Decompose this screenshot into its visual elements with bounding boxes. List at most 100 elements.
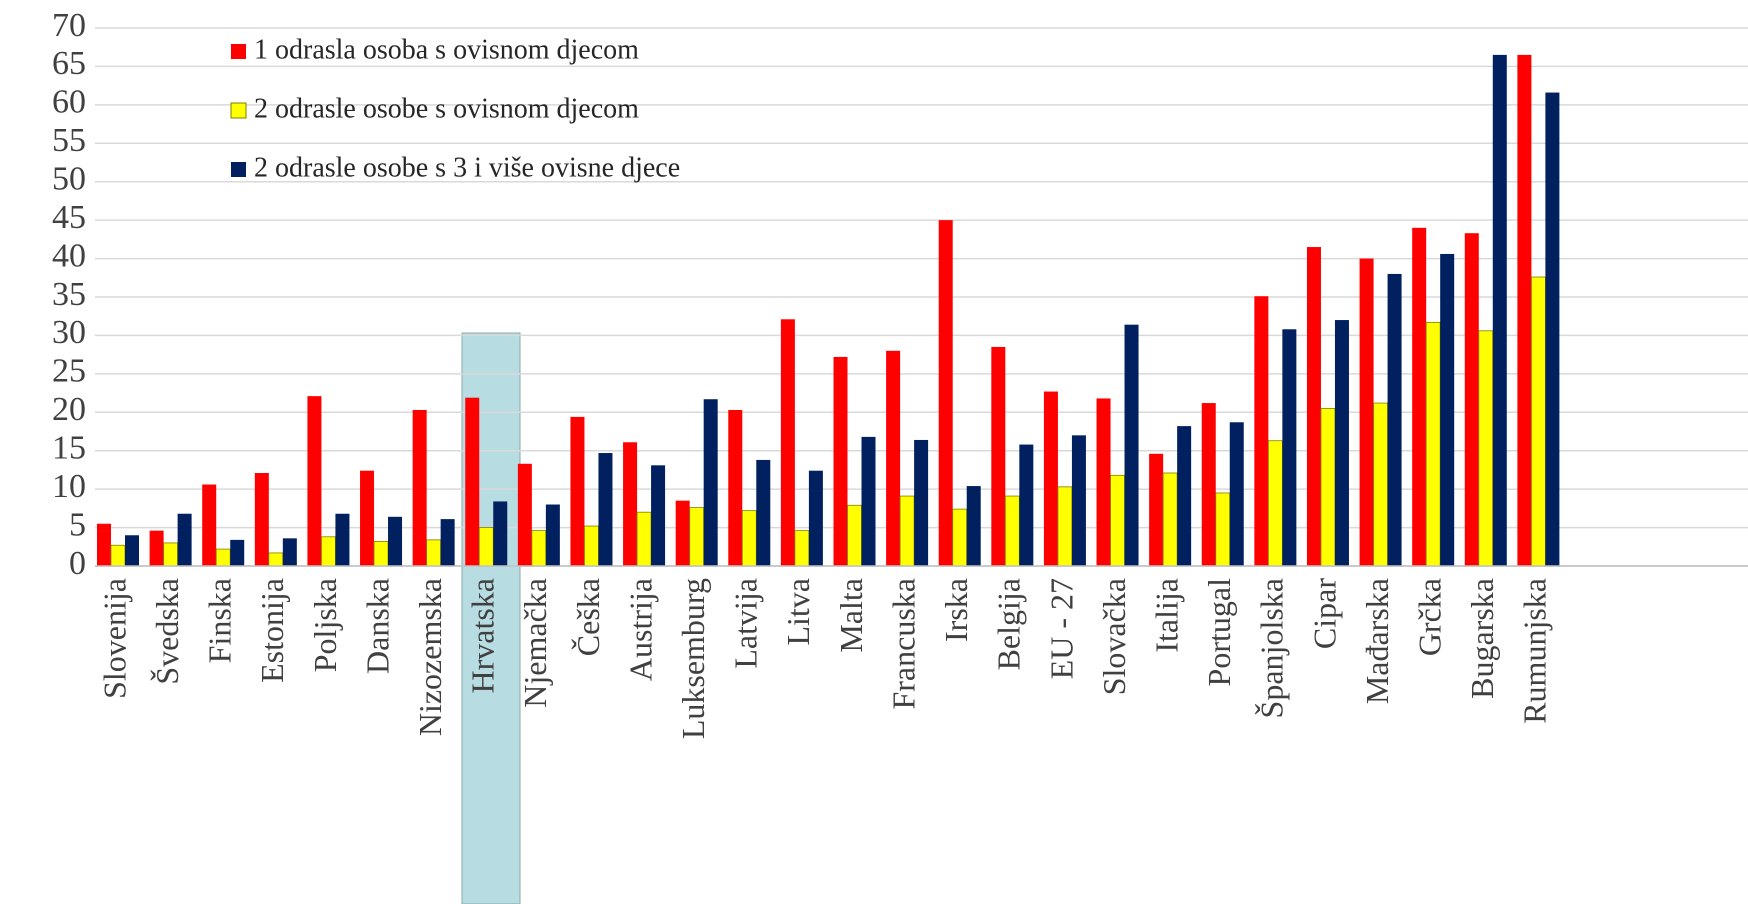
- bar: [780, 319, 795, 566]
- bar: [808, 470, 823, 566]
- bar: [1359, 258, 1374, 566]
- bar: [1177, 426, 1192, 566]
- bar: [110, 544, 126, 567]
- bar: [966, 486, 981, 566]
- bar: [1478, 330, 1494, 567]
- bar: [440, 519, 455, 566]
- legend-label: 2 odrasle osobe s ovisnom djecom: [254, 93, 639, 124]
- x-tick-label: Španjolska: [1254, 578, 1290, 718]
- x-tick-label: Bugarska: [1464, 578, 1500, 699]
- bar: [861, 436, 876, 566]
- bar: [847, 504, 862, 567]
- bar: [833, 356, 848, 566]
- bar: [938, 220, 953, 566]
- bar: [899, 495, 915, 567]
- bar: [636, 511, 652, 567]
- bar: [125, 535, 139, 566]
- bar: [1306, 247, 1321, 567]
- bar: [1492, 54, 1507, 567]
- bar: [1373, 402, 1388, 567]
- bar: [1254, 296, 1269, 566]
- bar: [478, 527, 494, 567]
- x-tick-label: Danska: [359, 578, 395, 674]
- bar: [282, 538, 297, 566]
- x-tick-label: Cipar: [1306, 578, 1342, 649]
- y-tick-label: 70: [52, 7, 86, 44]
- bar: [1545, 92, 1560, 566]
- bar: [1267, 440, 1283, 567]
- bar: [584, 525, 599, 567]
- bar: [545, 504, 560, 566]
- y-tick-label: 5: [69, 506, 86, 543]
- bar: [1110, 474, 1125, 567]
- bar: [202, 484, 217, 566]
- bar: [335, 513, 350, 566]
- bar: [1043, 391, 1058, 566]
- bar: [307, 396, 322, 566]
- bar: [465, 397, 480, 566]
- bar: [1019, 444, 1034, 566]
- bar: [373, 541, 389, 567]
- bar: [952, 508, 968, 567]
- bar: [1057, 486, 1073, 567]
- bar: [163, 542, 179, 567]
- bar: [651, 465, 666, 566]
- bar: [1096, 398, 1111, 566]
- x-tick-label: EU - 27: [1043, 578, 1079, 679]
- legend-swatch: [231, 162, 246, 177]
- x-tick-label: Nizozemska: [412, 578, 448, 736]
- bar: [493, 501, 508, 566]
- bar: [689, 507, 705, 567]
- x-tick-label: Italija: [1148, 578, 1184, 653]
- legend-label: 1 odrasla osoba s ovisnom djecom: [254, 34, 639, 65]
- legend-swatch: [230, 102, 247, 119]
- x-tick-label: Njemačka: [517, 578, 553, 708]
- x-tick-label: Latvija: [728, 578, 764, 669]
- bar: [598, 453, 613, 566]
- bar: [1530, 276, 1546, 567]
- bar: [254, 473, 269, 566]
- y-tick-label: 20: [52, 391, 86, 428]
- y-tick-label: 40: [52, 237, 86, 274]
- bar: [517, 463, 532, 566]
- x-tick-label: Estonija: [254, 578, 290, 683]
- y-tick-label: 50: [52, 161, 86, 198]
- bar: [177, 513, 192, 566]
- bar: [1464, 233, 1479, 567]
- y-tick-label: 35: [52, 276, 86, 313]
- bar: [703, 399, 718, 566]
- y-tick-label: 25: [52, 353, 86, 390]
- bar: [1387, 273, 1402, 566]
- x-tick-label: Slovačka: [1096, 578, 1132, 695]
- x-tick-label: Grčka: [1412, 578, 1448, 656]
- bar: [360, 470, 375, 566]
- bar: [1440, 253, 1455, 566]
- bar: [675, 500, 690, 566]
- bar: [149, 530, 164, 566]
- bar: [268, 552, 284, 567]
- bar: [991, 346, 1006, 566]
- y-tick-label: 30: [52, 314, 86, 351]
- bar: [1071, 435, 1086, 566]
- bar: [215, 548, 231, 567]
- x-tick-label: Austrija: [622, 578, 658, 681]
- bar: [97, 523, 111, 566]
- x-tick-label: Irska: [938, 578, 974, 642]
- x-tick-label: Belgija: [991, 578, 1027, 670]
- bar: [230, 539, 245, 566]
- bar: [531, 530, 547, 567]
- x-tick-label: Mađarska: [1359, 578, 1395, 704]
- bar: [1229, 422, 1244, 566]
- x-tick-label: Hrvatska: [465, 578, 501, 694]
- x-tick-label: Švedska: [149, 578, 185, 685]
- bar: [623, 442, 638, 566]
- bar: [741, 510, 757, 567]
- x-tick-label: Slovenija: [96, 578, 132, 699]
- bar: [1425, 321, 1441, 567]
- y-tick-label: 15: [52, 430, 86, 467]
- x-tick-label: Portugal: [1201, 578, 1237, 687]
- y-tick-label: 10: [52, 468, 86, 505]
- bar: [412, 409, 427, 566]
- bar: [570, 416, 585, 566]
- bar: [388, 516, 403, 566]
